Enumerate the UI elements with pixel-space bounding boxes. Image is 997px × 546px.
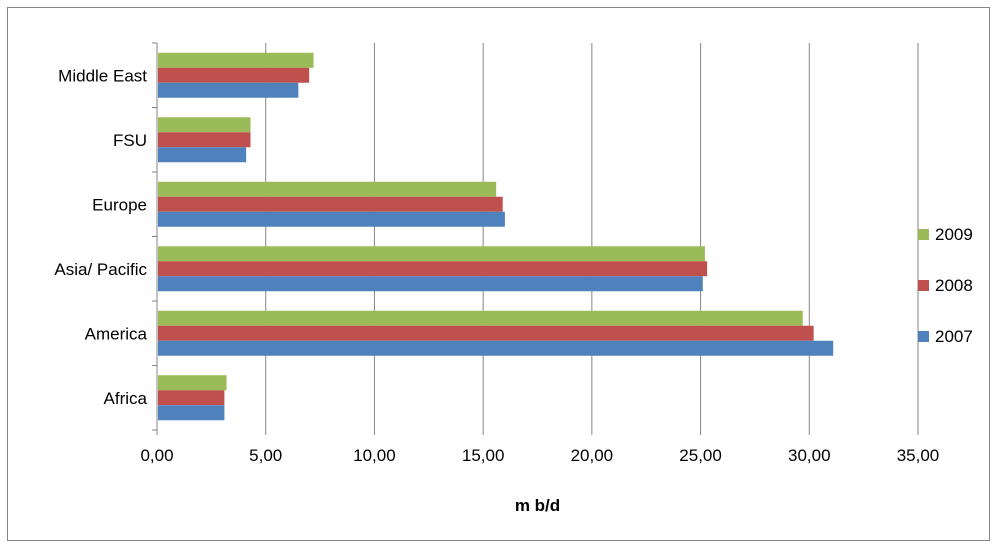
bar-2009 — [158, 246, 705, 262]
x-tick-label: 30,00 — [788, 446, 831, 465]
bar-2008 — [158, 67, 310, 83]
legend: 2009 2008 2007 — [918, 225, 973, 346]
legend-label: 2008 — [935, 276, 973, 295]
bar-2007 — [158, 276, 703, 292]
legend-label: 2007 — [935, 327, 973, 346]
x-tick-label: 20,00 — [571, 446, 614, 465]
category-label: Europe — [92, 195, 147, 214]
bar-2008 — [158, 390, 225, 406]
axes — [152, 42, 919, 435]
chart-frame: Africa America Asia/ Pacific Europe FSU Middl… — [7, 7, 990, 541]
gridlines — [265, 43, 919, 430]
x-tick-label: 10,00 — [353, 446, 396, 465]
category-label: Africa — [104, 389, 148, 408]
x-tick-label: 5,00 — [249, 446, 282, 465]
x-tick-label: 35,00 — [897, 446, 940, 465]
bar-2007 — [158, 82, 299, 98]
bar-2008 — [158, 132, 251, 148]
legend-swatch-2008 — [918, 280, 929, 291]
bars — [158, 52, 834, 421]
category-label: America — [85, 324, 148, 343]
bar-2009 — [158, 117, 251, 133]
legend-label: 2009 — [935, 225, 973, 244]
x-tick-label: 25,00 — [679, 446, 722, 465]
bar-2009 — [158, 52, 314, 68]
bar-2009 — [158, 181, 497, 197]
bar-chart: Africa America Asia/ Pacific Europe FSU Middl… — [54, 42, 973, 515]
bar-2008 — [158, 261, 708, 277]
x-tick-labels: 0,00 5,00 10,00 15,00 20,00 25,00 30,00 35,00 — [140, 446, 939, 465]
bar-2009 — [158, 310, 803, 326]
category-labels: Africa America Asia/ Pacific Europe FSU Middl… — [54, 66, 147, 408]
category-label: Middle East — [58, 66, 147, 85]
category-label: Asia/ Pacific — [54, 260, 147, 279]
bar-2007 — [158, 211, 505, 227]
bar-2007 — [158, 147, 247, 163]
bar-2009 — [158, 375, 227, 391]
legend-swatch-2009 — [918, 229, 929, 240]
x-tick-label: 15,00 — [462, 446, 505, 465]
bar-2007 — [158, 340, 834, 356]
bar-2008 — [158, 325, 814, 341]
bar-2008 — [158, 196, 503, 212]
x-tick-label: 0,00 — [140, 446, 173, 465]
x-axis-title: m b/d — [515, 496, 560, 515]
category-label: FSU — [113, 131, 147, 150]
legend-swatch-2007 — [918, 331, 929, 342]
bar-2007 — [158, 405, 225, 421]
